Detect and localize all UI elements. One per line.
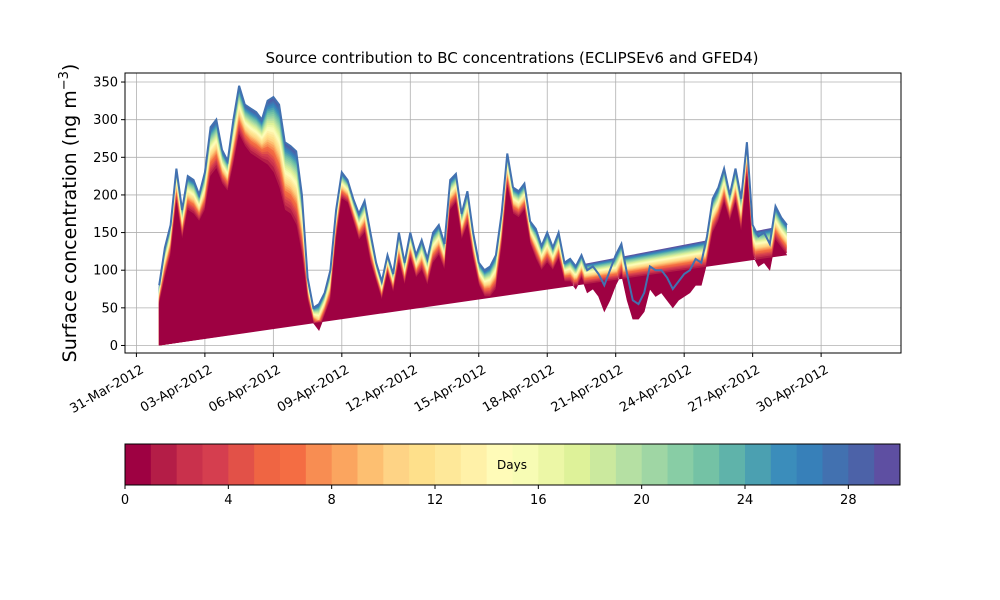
y-tick-label: 0	[110, 339, 118, 354]
y-tick-label: 150	[93, 226, 118, 241]
colorbar-swatch-4	[228, 444, 255, 485]
colorbar-swatch-9	[357, 444, 384, 485]
colorbar-tick-label: 4	[224, 493, 232, 508]
chart-title: Source contribution to BC concentrations…	[265, 49, 758, 67]
y-tick-label: 50	[101, 301, 118, 316]
colorbar-swatch-13	[460, 444, 488, 485]
total-outline	[158, 85, 788, 310]
y-axis-label-exponent: −3	[57, 71, 72, 90]
colorbar-swatch-8	[331, 444, 358, 485]
x-tick-label: 27-Apr-2012	[686, 362, 763, 415]
colorbar	[125, 444, 901, 485]
colorbar-swatch-21	[667, 444, 694, 485]
colorbar-swatch-17	[564, 444, 591, 485]
y-tick-label: 300	[93, 113, 118, 128]
plot-frame	[124, 72, 902, 354]
stacked-area-layers	[158, 85, 788, 346]
x-tick-label: 03-Apr-2012	[138, 362, 215, 415]
colorbar-swatch-2	[176, 444, 203, 485]
y-tick-label: 250	[93, 151, 118, 166]
colorbar-tick-label: 24	[737, 493, 754, 508]
colorbar-swatch-15	[512, 444, 539, 485]
colorbar-swatch-10	[383, 444, 410, 485]
colorbar-swatch-28	[848, 444, 875, 485]
colorbar-swatch-0	[125, 444, 152, 485]
colorbar-swatch-23	[719, 444, 746, 485]
x-tick-label: 12-Apr-2012	[343, 362, 420, 415]
colorbar-frame	[124, 443, 901, 486]
colorbar-swatch-3	[202, 444, 229, 485]
x-tick-label: 06-Apr-2012	[206, 362, 283, 415]
colorbar-swatch-1	[150, 444, 178, 485]
colorbar-swatch-6	[280, 444, 307, 485]
colorbar-swatch-19	[615, 444, 643, 485]
x-axis: 31-Mar-201203-Apr-201206-Apr-201209-Apr-…	[67, 353, 831, 417]
colorbar-swatch-25	[770, 444, 798, 485]
colorbar-swatch-11	[409, 444, 436, 485]
colorbar-tick-label: 16	[530, 493, 547, 508]
colorbar-swatch-29	[874, 444, 901, 485]
colorbar-swatch-14	[486, 444, 513, 485]
y-axis-label-text: Surface concentration (ng m	[59, 90, 81, 362]
y-axis: 0 50 100 150 200 250 300 350	[93, 76, 125, 354]
y-axis-label-close: )	[59, 64, 81, 71]
area-layer-day-0	[158, 133, 788, 346]
colorbar-label: Days	[497, 458, 527, 472]
colorbar-tick-label: 12	[427, 493, 444, 508]
colorbar-tick-label: 20	[633, 493, 650, 508]
colorbar-swatch-22	[693, 444, 720, 485]
colorbar-swatch-5	[254, 444, 281, 485]
x-tick-label: 21-Apr-2012	[549, 362, 626, 415]
x-tick-label: 24-Apr-2012	[617, 362, 694, 415]
colorbar-swatch-26	[796, 444, 823, 485]
colorbar-tick-label: 28	[840, 493, 857, 508]
colorbar-swatch-7	[305, 444, 333, 485]
y-axis-label: Surface concentration (ng m−3)	[57, 64, 81, 363]
colorbar-ticks: 0 4 8 12 16 20 24 28	[121, 485, 857, 508]
colorbar-swatch-16	[538, 444, 565, 485]
colorbar-tick-label: 8	[328, 493, 336, 508]
colorbar-swatch-12	[435, 444, 462, 485]
x-tick-label: 09-Apr-2012	[275, 362, 352, 415]
colorbar-tick-label: 0	[121, 493, 129, 508]
colorbar-swatch-27	[822, 444, 849, 485]
y-tick-label: 200	[93, 188, 118, 203]
y-tick-label: 350	[93, 76, 118, 91]
colorbar-swatch-24	[745, 444, 772, 485]
colorbar-swatch-18	[590, 444, 617, 485]
x-tick-label: 30-Apr-2012	[754, 362, 831, 415]
x-tick-label: 18-Apr-2012	[480, 362, 557, 415]
x-tick-label: 15-Apr-2012	[412, 362, 489, 415]
colorbar-swatch-20	[641, 444, 668, 485]
x-tick-label: 31-Mar-2012	[67, 362, 146, 416]
y-tick-label: 100	[93, 264, 118, 279]
plot-area	[158, 85, 788, 346]
